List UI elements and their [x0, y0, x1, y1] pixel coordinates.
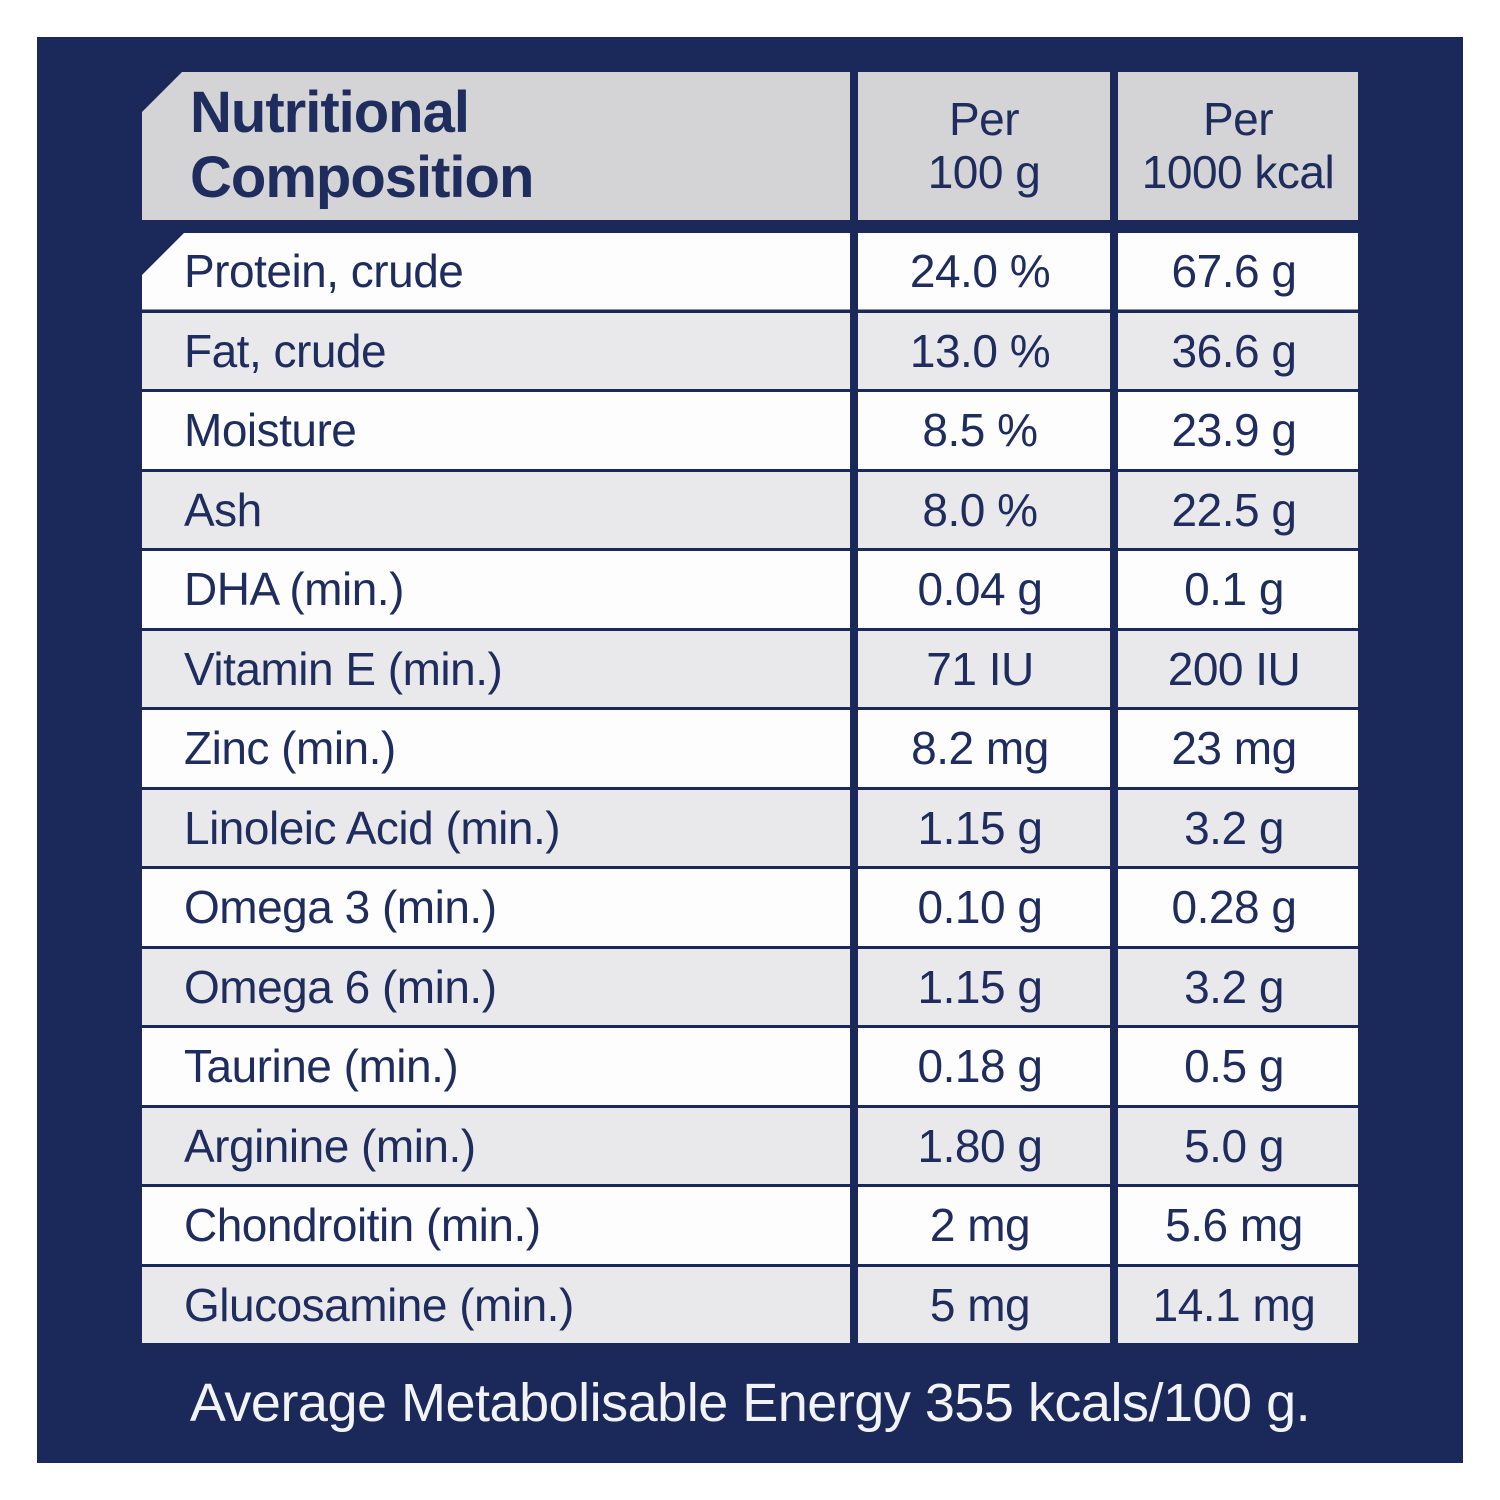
- table-row: Vitamin E (min.) 71 IU 200 IU: [142, 630, 1358, 707]
- row-value-per-100g: 8.0 %: [922, 483, 1038, 536]
- table-title-line1: Nutritional: [190, 80, 470, 146]
- table-row: Fat, crude 13.0 % 36.6 g: [142, 312, 1358, 389]
- row-value-per-1000kcal: 23 mg: [1171, 722, 1297, 775]
- table-row: Glucosamine (min.) 5 mg 14.1 mg: [142, 1266, 1358, 1343]
- table-row: Moisture 8.5 % 23.9 g: [142, 392, 1358, 469]
- table-row: Linoleic Acid (min.) 1.15 g 3.2 g: [142, 789, 1358, 866]
- header-col-per-100g: Per 100 g: [858, 72, 1110, 220]
- footer-text: Average Metabolisable Energy 355 kcals/1…: [189, 1373, 1311, 1433]
- row-value-per-100g: 8.5 %: [922, 404, 1038, 457]
- header-col-per-100g-line2: 100 g: [927, 146, 1041, 198]
- table-row: Arginine (min.) 1.80 g 5.0 g: [142, 1107, 1358, 1184]
- row-label: Glucosamine (min.): [184, 1278, 574, 1331]
- row-value-per-1000kcal: 36.6 g: [1171, 324, 1297, 377]
- row-label: Chondroitin (min.): [184, 1199, 541, 1252]
- table-row: Zinc (min.) 8.2 mg 23 mg: [142, 710, 1358, 787]
- row-label: Omega 6 (min.): [184, 960, 497, 1013]
- row-value-per-1000kcal: 23.9 g: [1171, 404, 1297, 457]
- row-label: DHA (min.): [184, 563, 404, 616]
- row-value-per-1000kcal: 5.6 mg: [1165, 1199, 1303, 1252]
- header-col-per-1000kcal-line1: Per: [1202, 92, 1274, 145]
- row-value-per-1000kcal: 3.2 g: [1184, 801, 1284, 854]
- row-value-per-1000kcal: 0.1 g: [1184, 563, 1284, 616]
- row-value-per-1000kcal: 200 IU: [1167, 642, 1301, 695]
- table-row: Taurine (min.) 0.18 g 0.5 g: [142, 1028, 1358, 1105]
- header-col-per-100g-line1: Per: [948, 92, 1020, 145]
- column-divider-2: [1110, 233, 1118, 1343]
- row-label: Zinc (min.): [184, 722, 396, 775]
- row-value-per-100g: 8.2 mg: [911, 722, 1049, 775]
- row-value-per-100g: 2 mg: [929, 1199, 1031, 1252]
- row-value-per-100g: 1.80 g: [917, 1119, 1043, 1172]
- row-value-per-1000kcal: 0.28 g: [1171, 881, 1297, 934]
- header-col-per-1000kcal-line2: 1000 kcal: [1141, 146, 1335, 198]
- table-title-line2: Composition: [190, 145, 534, 210]
- table-body: Protein, crude 24.0 % 67.6 g Fat, crude 13.0…: [142, 233, 1358, 1343]
- row-label: Ash: [184, 483, 262, 536]
- row-label: Taurine (min.): [184, 1040, 459, 1093]
- header-col-per-1000kcal: Per 1000 kcal: [1118, 72, 1358, 220]
- row-value-per-100g: 5 mg: [929, 1278, 1031, 1331]
- row-label: Fat, crude: [184, 324, 387, 377]
- row-value-per-1000kcal: 22.5 g: [1171, 483, 1297, 536]
- row-value-per-1000kcal: 14.1 mg: [1152, 1278, 1316, 1331]
- row-label: Protein, crude: [184, 245, 464, 298]
- row-value-per-100g: 71 IU: [926, 642, 1034, 695]
- row-value-per-100g: 1.15 g: [917, 960, 1043, 1013]
- row-value-per-1000kcal: 5.0 g: [1184, 1119, 1284, 1172]
- row-value-per-1000kcal: 3.2 g: [1184, 960, 1284, 1013]
- row-label: Omega 3 (min.): [184, 881, 497, 934]
- table-row: Omega 6 (min.) 1.15 g 3.2 g: [142, 948, 1358, 1025]
- row-value-per-100g: 0.18 g: [917, 1040, 1043, 1093]
- row-label: Vitamin E (min.): [184, 642, 503, 695]
- row-value-per-100g: 24.0 %: [909, 245, 1051, 298]
- row-value-per-100g: 1.15 g: [917, 801, 1043, 854]
- column-divider-1: [850, 233, 858, 1343]
- table-footer: Average Metabolisable Energy 355 kcals/1…: [37, 1343, 1463, 1463]
- table-title: Nutritional Composition: [142, 80, 850, 211]
- row-value-per-1000kcal: 67.6 g: [1171, 245, 1297, 298]
- row-label: Moisture: [184, 404, 357, 457]
- row-value-per-100g: 13.0 %: [909, 324, 1051, 377]
- table-row: Omega 3 (min.) 0.10 g 0.28 g: [142, 869, 1358, 946]
- nutrition-panel: Nutritional Composition Per 100 g Per 10…: [37, 37, 1463, 1463]
- table-row: Protein, crude 24.0 % 67.6 g: [142, 233, 1358, 310]
- header-title-cell: Nutritional Composition: [142, 72, 850, 220]
- row-value-per-100g: 0.10 g: [917, 881, 1043, 934]
- table-header: Nutritional Composition Per 100 g Per 10…: [142, 72, 1358, 220]
- table-row: Ash 8.0 % 22.5 g: [142, 471, 1358, 548]
- table-row: Chondroitin (min.) 2 mg 5.6 mg: [142, 1187, 1358, 1264]
- table-row: DHA (min.) 0.04 g 0.1 g: [142, 551, 1358, 628]
- row-value-per-1000kcal: 0.5 g: [1184, 1040, 1284, 1093]
- row-label: Arginine (min.): [184, 1119, 476, 1172]
- row-label: Linoleic Acid (min.): [184, 801, 561, 854]
- row-value-per-100g: 0.04 g: [917, 563, 1043, 616]
